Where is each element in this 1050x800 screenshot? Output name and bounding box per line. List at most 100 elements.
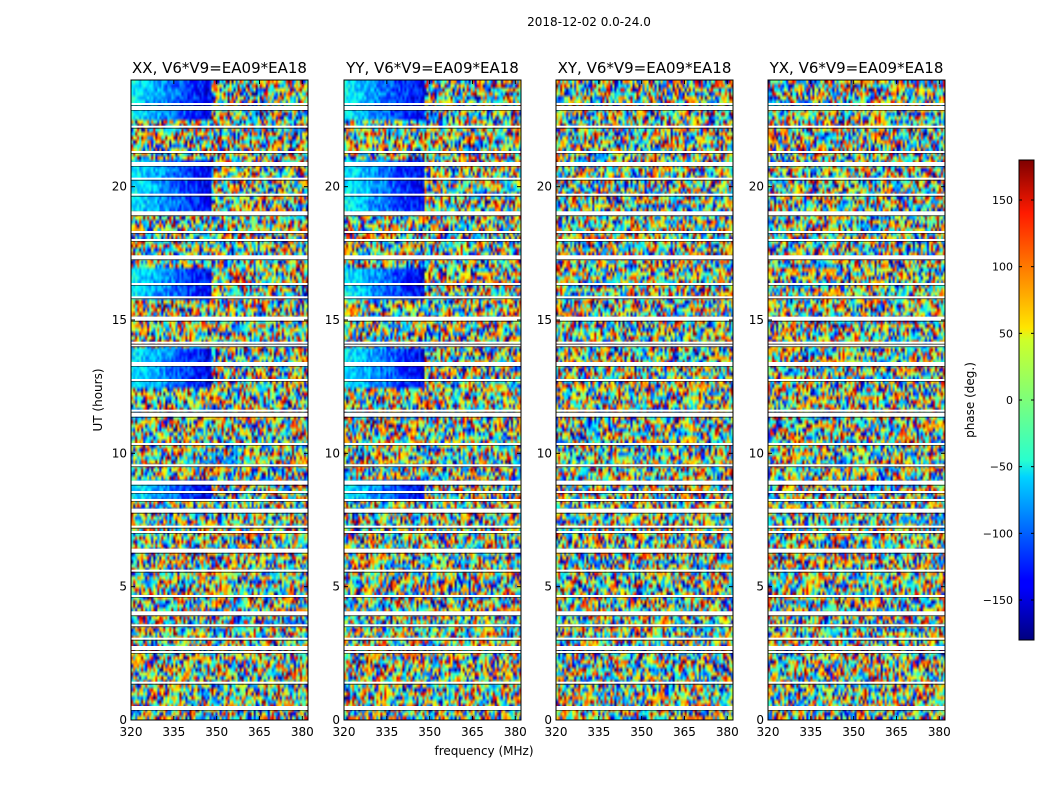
flagged-gap bbox=[556, 283, 733, 285]
flagged-gap bbox=[768, 531, 945, 533]
flagged-gap bbox=[131, 239, 308, 241]
flagged-gap bbox=[131, 255, 308, 260]
colorbar: 150 100 50 0 −50 −100 −150 phase (deg.) bbox=[963, 159, 1035, 641]
flagged-gap bbox=[131, 379, 308, 381]
flagged-gap bbox=[131, 531, 308, 533]
flagged-gap bbox=[131, 525, 308, 528]
flagged-gap bbox=[131, 296, 308, 299]
y-tick-label: 20 bbox=[749, 180, 764, 194]
flagged-gap bbox=[131, 409, 308, 412]
flagged-gap bbox=[556, 379, 733, 381]
flagged-gap bbox=[344, 525, 521, 528]
flagged-gap bbox=[131, 491, 308, 493]
flagged-gap bbox=[344, 443, 521, 445]
flagged-gap bbox=[768, 443, 945, 445]
figure-title: 2018-12-02 0.0-24.0 bbox=[527, 15, 651, 29]
flagged-gap bbox=[131, 151, 308, 153]
flagged-gap bbox=[131, 341, 308, 344]
x-tick-label: 380 bbox=[504, 725, 527, 739]
flagged-gap bbox=[768, 646, 945, 650]
flagged-gap bbox=[344, 491, 521, 493]
flagged-gap bbox=[556, 211, 733, 216]
flagged-gap bbox=[131, 162, 308, 166]
flagged-gap bbox=[556, 569, 733, 572]
y-tick-label: 20 bbox=[112, 180, 127, 194]
flagged-gap bbox=[556, 651, 733, 653]
flagged-gap bbox=[131, 646, 308, 650]
y-tick-label: 10 bbox=[749, 446, 764, 460]
flagged-gap bbox=[556, 548, 733, 553]
x-tick-label: 320 bbox=[757, 725, 780, 739]
flagged-gap bbox=[556, 177, 733, 180]
flagged-gap bbox=[556, 103, 733, 105]
flagged-gap bbox=[768, 548, 945, 553]
x-tick-label: 320 bbox=[333, 725, 356, 739]
flagged-gap bbox=[556, 193, 733, 196]
flagged-gap bbox=[556, 499, 733, 501]
flagged-gap bbox=[344, 681, 521, 684]
panel-xy: XY, V6*V9=EA09*EA18 320 335 350 365 380 0 5 10 15… bbox=[537, 59, 739, 739]
flagged-gap bbox=[131, 706, 308, 710]
flagged-gap bbox=[131, 193, 308, 196]
y-axis-label: UT (hours) bbox=[91, 368, 105, 431]
x-tick-label: 350 bbox=[630, 725, 653, 739]
x-tick-label: 335 bbox=[587, 725, 610, 739]
flagged-gap bbox=[556, 106, 733, 110]
flagged-gap bbox=[768, 464, 945, 467]
flagged-gap bbox=[344, 177, 521, 180]
y-tick-label: 20 bbox=[325, 180, 340, 194]
flagged-gap bbox=[344, 569, 521, 572]
flagged-gap bbox=[131, 499, 308, 501]
flagged-gap bbox=[768, 681, 945, 684]
x-tick-label: 335 bbox=[375, 725, 398, 739]
x-tick-label: 320 bbox=[545, 725, 568, 739]
flagged-gap bbox=[556, 480, 733, 485]
flagged-gap bbox=[344, 103, 521, 105]
flagged-gap bbox=[768, 569, 945, 572]
flagged-gap bbox=[344, 409, 521, 412]
flagged-gap bbox=[131, 611, 308, 616]
flagged-gap bbox=[344, 464, 521, 467]
flagged-gap bbox=[131, 548, 308, 553]
panel-title: XY, V6*V9=EA09*EA18 bbox=[558, 59, 732, 77]
flagged-gap bbox=[344, 255, 521, 260]
y-tick-label: 15 bbox=[325, 313, 340, 327]
flagged-gap bbox=[556, 681, 733, 684]
flagged-gap bbox=[131, 651, 308, 653]
y-tick-label: 20 bbox=[537, 180, 552, 194]
flagged-gap bbox=[768, 162, 945, 166]
flagged-gap bbox=[344, 548, 521, 553]
x-tick-label: 320 bbox=[120, 725, 143, 739]
panel-xx: XX, V6*V9=EA09*EA18 320 335 350 365 380 0 5 10 15… bbox=[112, 59, 314, 739]
flagged-gap bbox=[556, 443, 733, 445]
flagged-gap bbox=[556, 296, 733, 299]
flagged-gap bbox=[556, 231, 733, 233]
flagged-gap bbox=[344, 193, 521, 196]
flagged-gap bbox=[131, 362, 308, 366]
x-axis-label: frequency (MHz) bbox=[434, 744, 533, 758]
flagged-gap bbox=[131, 595, 308, 597]
flagged-gap bbox=[768, 706, 945, 710]
flagged-gap bbox=[556, 646, 733, 650]
flagged-gap bbox=[131, 211, 308, 216]
y-tick-label: 10 bbox=[112, 446, 127, 460]
flagged-gap bbox=[768, 362, 945, 366]
y-tick-label: 5 bbox=[119, 580, 127, 594]
flagged-gap bbox=[768, 193, 945, 196]
flagged-gap bbox=[556, 412, 733, 417]
flagged-gap bbox=[556, 344, 733, 347]
colorbar-tick-label: 0 bbox=[1006, 394, 1013, 407]
x-tick-label: 380 bbox=[291, 725, 314, 739]
x-tick-label: 365 bbox=[673, 725, 696, 739]
flagged-gap bbox=[344, 480, 521, 485]
y-tick-label: 5 bbox=[544, 580, 552, 594]
flagged-gap bbox=[131, 569, 308, 572]
flagged-gap bbox=[768, 316, 945, 321]
flagged-gap bbox=[556, 624, 733, 627]
flagged-gap bbox=[768, 480, 945, 485]
flagged-gap bbox=[556, 162, 733, 166]
flagged-gap bbox=[344, 239, 521, 241]
y-tick-label: 10 bbox=[537, 446, 552, 460]
colorbar-tick-label: −50 bbox=[990, 461, 1013, 474]
